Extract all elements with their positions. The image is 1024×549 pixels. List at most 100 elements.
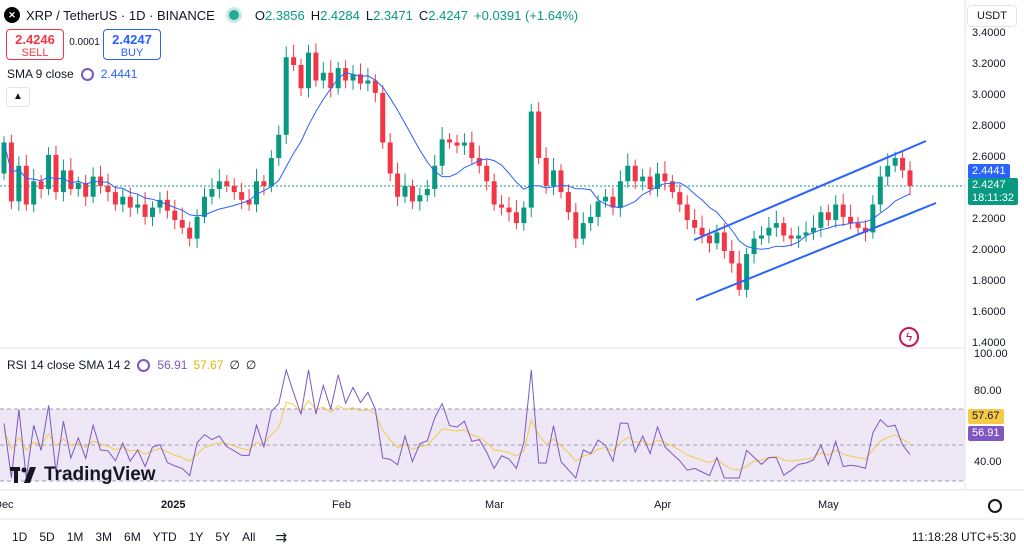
timeframe-list: 1D 5D 1M 3M 6M YTD 1Y 5Y All [0,530,255,544]
channel-lower-line [695,202,937,301]
candle-body [491,181,497,205]
candle-body [216,181,222,189]
candle-body [23,165,29,205]
candle-body [892,158,898,166]
tradingview-mark-icon [10,467,36,483]
countdown-value: 18:11:32 [972,192,1015,204]
candle-body [120,196,126,205]
sell-button[interactable]: 2.4246 SELL [6,29,64,60]
candle-body [31,181,37,205]
candle-body [298,65,304,89]
candle-body [157,199,163,208]
candle-body [610,196,616,208]
candle-body [365,80,371,84]
candle-body [38,181,44,189]
timeframe-button[interactable]: YTD [152,530,177,544]
candle-body [840,204,846,217]
sell-price: 2.4246 [15,32,55,47]
candle-body [142,204,148,217]
candle-body [68,170,74,189]
candle-body [261,181,267,186]
timeframe-button[interactable]: 1Y [188,530,204,544]
candle-body [640,176,646,182]
price-tick-label: 3.0000 [972,89,1006,101]
candle-body [239,192,245,200]
candle-body [246,199,252,205]
candle-body [885,165,891,177]
timeframe-button[interactable]: All [242,530,256,544]
candle-body [46,154,52,189]
timeframe-button[interactable]: 6M [124,530,141,544]
candle-body [194,216,200,239]
candle-body [580,223,586,239]
candle-body [684,204,690,220]
sma-line [3,72,911,250]
candle-body [135,204,141,208]
candle-body [447,139,453,143]
timeframe-button[interactable]: 1M [66,530,84,544]
last-price-tag: 2.4247 18:11:32 [968,178,1018,205]
compare-icon[interactable]: ⇉ [275,528,288,545]
candle-body [469,142,475,158]
open-value: 2.3856 [264,7,305,23]
symbol-title[interactable]: XRP / TetherUS · 1D · BINANCE [26,7,215,23]
candle-body [172,210,178,220]
high-label: H [310,7,321,23]
sma-value: 2.4441 [100,67,138,81]
candle-body [454,142,460,146]
candle-body [409,185,415,202]
price-tick-label: 2.6000 [972,151,1006,163]
rsi-extra-1: ∅ [229,358,240,372]
gear-icon[interactable] [988,499,1002,513]
candle-body [862,227,868,233]
low-label: L [365,7,374,23]
spread-value: 0.0001 [69,37,100,48]
candle-body [848,216,854,224]
candle-body [677,192,683,205]
buy-button[interactable]: 2.4247 BUY [103,29,161,60]
candle-body [729,251,735,264]
price-tick-label: 1.6000 [972,306,1006,318]
candle-body [461,142,467,146]
candle-body [424,189,430,196]
bottom-toolbar: 1D 5D 1M 3M 6M YTD 1Y 5Y All ⇉ 11:18:28 UTC+5:30 [0,525,1024,549]
candle-body [150,207,156,217]
rsi-sma-value: 57.67 [193,358,224,372]
rsi-sma-tag: 57.67 [968,409,1004,424]
candle-body [647,176,653,189]
candle-body [655,173,661,189]
candle-body [164,199,170,211]
candle-body [276,134,282,158]
tradingview-logo[interactable]: TradingView [10,464,156,486]
rsi-tick-label: 80.00 [974,385,1002,397]
rsi-line [3,368,911,480]
buy-label: BUY [120,47,144,59]
timeframe-button[interactable]: 3M [95,530,113,544]
sma-legend[interactable]: SMA 9 close 2.4441 [7,67,137,81]
flash-icon[interactable]: ϟ [899,327,919,347]
currency-selector[interactable]: USDT [967,5,1017,27]
timeframe-button[interactable]: 5D [39,530,55,544]
candle-body [291,57,297,65]
candle-body [565,192,571,213]
timeframe-button[interactable]: 1D [12,530,28,544]
candle-body [90,176,96,197]
low-value: 2.3471 [373,7,413,23]
candle-body [16,165,22,202]
time-label: May [818,499,839,511]
rsi-legend[interactable]: RSI 14 close SMA 14 2 56.91 57.67 ∅ ∅ [7,358,256,372]
candle-body [372,80,378,93]
chevron-up-icon[interactable]: ▲ [6,87,30,107]
rsi-tag: 56.91 [968,426,1004,441]
time-label: 2025 [161,499,186,511]
price-tick-label: 1.4000 [972,337,1006,349]
clock-display[interactable]: 11:18:28 UTC+5:30 [911,530,1016,544]
candle-body [202,196,208,217]
rsi-sma-line [3,399,911,471]
candle-body [417,195,423,202]
candle-body [588,216,594,224]
timeframe-button[interactable]: 5Y [215,530,231,544]
candle-body [357,74,363,84]
candle-body [476,158,482,166]
